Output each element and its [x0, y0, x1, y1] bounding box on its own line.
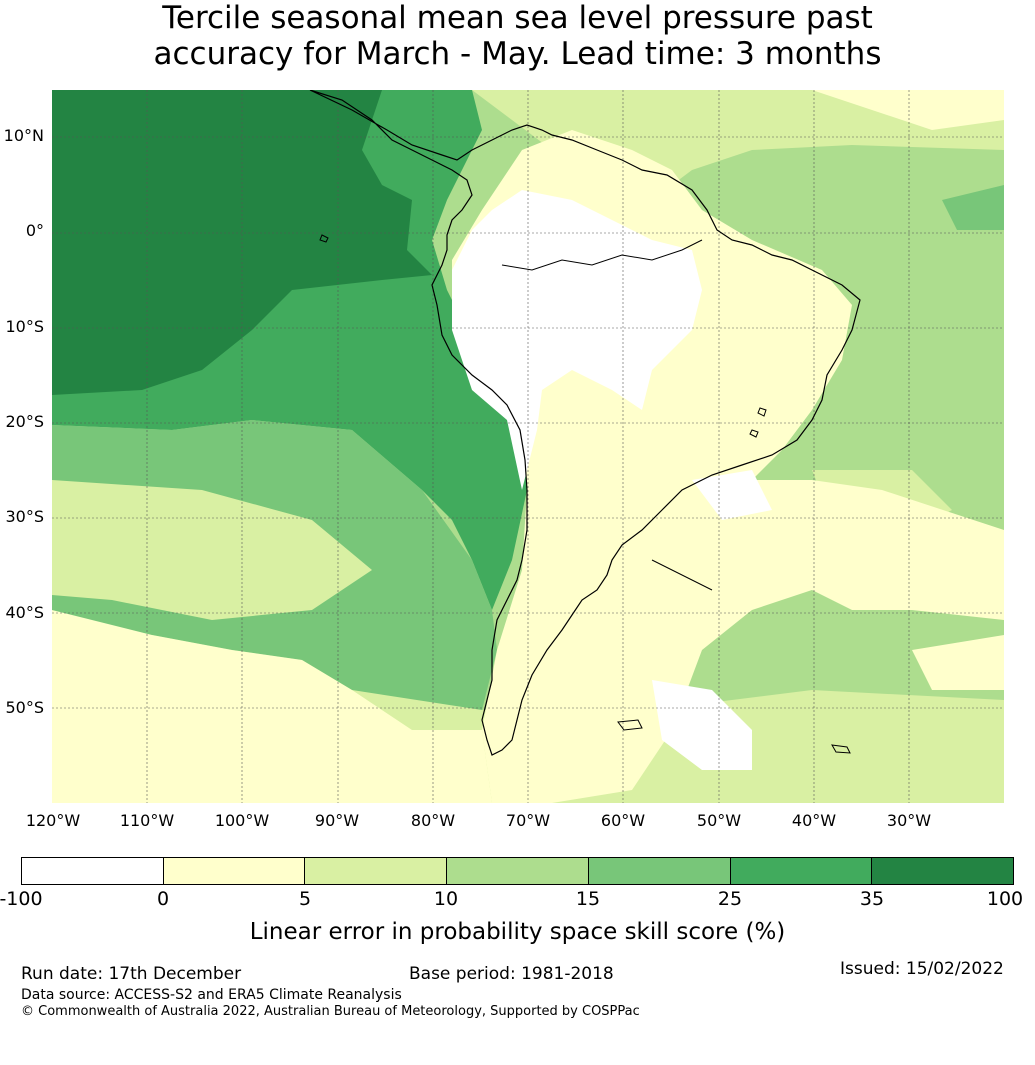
lon-label-90w: 90°W [314, 811, 360, 830]
amazon-river [501, 239, 703, 271]
lon-label-80w: 80°W [410, 811, 456, 830]
run-date: Run date: 17th December [21, 964, 242, 984]
colorbar-tick: 15 [575, 888, 601, 910]
lat-label-40s: 40°S [5, 603, 44, 622]
lon-label-100w: 100°W [214, 811, 270, 830]
lon-label-30w: 30°W [886, 811, 932, 830]
copyright: © Commonwealth of Australia 2022, Austra… [21, 1004, 640, 1019]
title-line-2: accuracy for March - May. Lead time: 3 m… [153, 36, 882, 72]
colorbar-tick: 35 [859, 888, 885, 910]
colorbar-segment [446, 857, 588, 885]
title-line-1: Tercile seasonal mean sea level pressure… [162, 0, 873, 36]
map-svg [52, 90, 1004, 803]
colorbar-segment [729, 857, 872, 885]
colorbar-segment [587, 857, 730, 885]
islands [319, 234, 851, 754]
colorbar-segment [871, 857, 1015, 885]
colorbar-tick: 5 [298, 888, 312, 910]
colorbar-segment [162, 857, 305, 885]
colorbar-segment [304, 857, 447, 885]
colorbar-tick: 100 [986, 888, 1024, 910]
data-source: Data source: ACCESS-S2 and ERA5 Climate … [21, 987, 402, 1003]
lon-label-120w: 120°W [25, 811, 81, 830]
colorbar-tick: 10 [433, 888, 459, 910]
lon-label-60w: 60°W [600, 811, 646, 830]
lat-label-10n: 10°N [3, 126, 44, 145]
lat-label-20s: 20°S [5, 412, 44, 431]
lat-label-30s: 30°S [5, 507, 44, 526]
lon-label-70w: 70°W [505, 811, 551, 830]
base-period: Base period: 1981-2018 [409, 964, 614, 984]
coastline [309, 90, 861, 756]
rio-de-la-plata [651, 559, 713, 591]
skill-zone-10-15 [52, 480, 372, 620]
lat-label-50s: 50°S [5, 698, 44, 717]
map-gridlines [52, 90, 1004, 803]
colorbar-tick: 25 [717, 888, 743, 910]
lon-label-50w: 50°W [696, 811, 742, 830]
lat-label-0: 0° [25, 221, 44, 240]
lon-label-40w: 40°W [791, 811, 837, 830]
colorbar [21, 857, 1015, 885]
skill-score-map [52, 90, 1004, 803]
skill-zone-0-5-south [52, 610, 492, 803]
colorbar-label: Linear error in probability space skill … [249, 919, 786, 945]
skill-zone-negative-south [652, 470, 772, 770]
chart-title: Tercile seasonal mean sea level pressure… [0, 0, 1035, 72]
issued-date: Issued: 15/02/2022 [840, 959, 1004, 979]
skill-zone-negative [452, 190, 702, 490]
lat-label-10s: 10°S [5, 317, 44, 336]
lon-label-110w: 110°W [119, 811, 175, 830]
colorbar-tick: 0 [156, 888, 170, 910]
colorbar-tick: -100 [0, 888, 43, 910]
colorbar-segment [21, 857, 163, 885]
